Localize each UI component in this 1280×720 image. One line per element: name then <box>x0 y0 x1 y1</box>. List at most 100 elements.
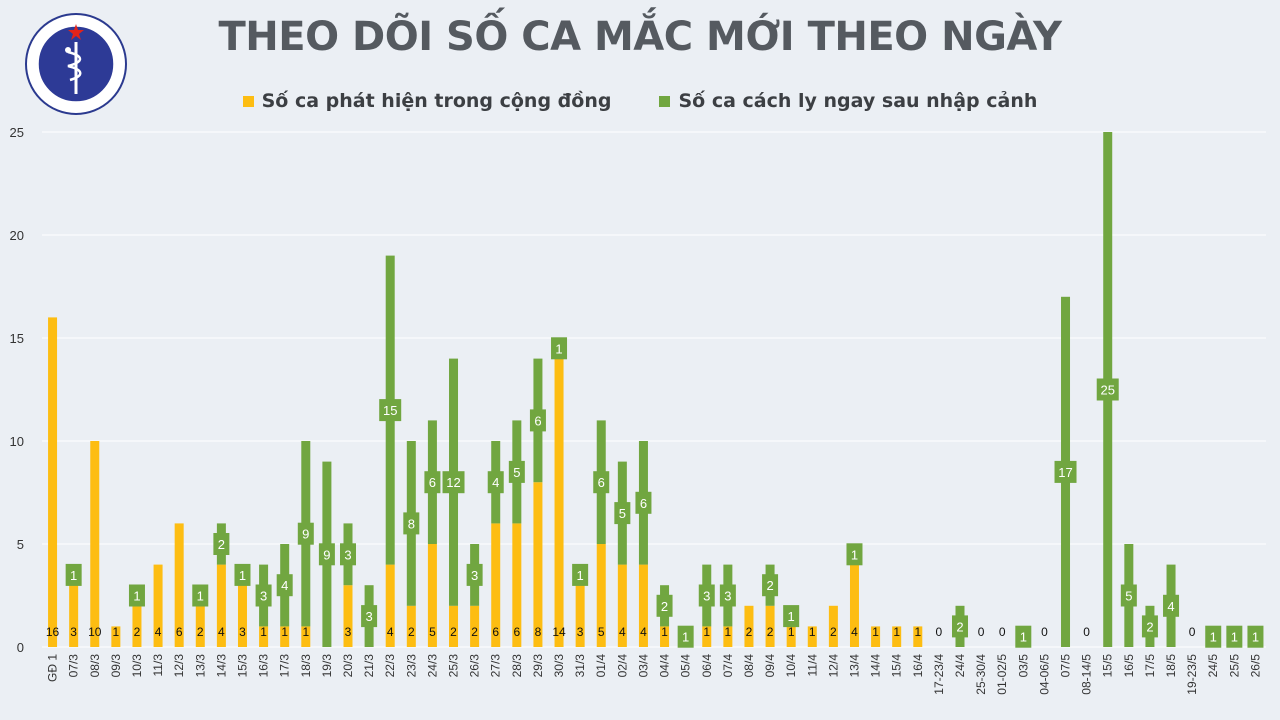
data-label-box-imported <box>403 512 420 535</box>
data-label-imported: 8 <box>408 516 415 531</box>
x-tick-label: 07/5 <box>1059 654 1073 678</box>
bar-community <box>69 585 79 647</box>
data-label-box-imported <box>487 471 504 494</box>
data-label-community: 3 <box>577 625 584 639</box>
bar-community <box>723 626 733 647</box>
data-label-imported: 6 <box>429 475 436 490</box>
x-tick-label: 25-30/4 <box>974 654 988 695</box>
x-tick-label: 13/4 <box>847 654 861 678</box>
data-label-community: 2 <box>134 625 141 639</box>
data-label-imported: 5 <box>1125 589 1132 604</box>
legend-item-community: Số ca phát hiện trong cộng đồng <box>242 90 612 112</box>
data-label-imported: 1 <box>555 341 562 356</box>
data-label-box-imported <box>1163 594 1180 617</box>
data-label-community: 0 <box>1189 625 1196 639</box>
data-label-box-imported <box>551 337 568 360</box>
bar-community <box>470 605 480 647</box>
x-tick-label: 10/4 <box>784 654 798 678</box>
x-tick-label: 11/4 <box>805 654 819 677</box>
data-label-imported: 2 <box>956 619 963 634</box>
bar-community <box>596 544 606 647</box>
page-title: THEO DÕI SỐ CA MẮC MỚI THEO NGÀY <box>218 14 1062 60</box>
x-tick-label: 22/3 <box>383 654 397 678</box>
data-label-imported: 3 <box>344 547 351 562</box>
x-tick-label: 04/4 <box>658 654 672 678</box>
data-label-box-imported <box>572 563 589 586</box>
data-label-box-imported <box>952 615 968 638</box>
bar-community <box>280 626 290 647</box>
data-label-box-imported <box>1120 584 1137 607</box>
x-tick-label: 08/4 <box>742 654 756 678</box>
x-tick-label: 15/5 <box>1101 654 1115 678</box>
data-label-community: 0 <box>936 625 943 639</box>
data-label-community: 1 <box>302 625 309 639</box>
data-label-imported: 5 <box>619 506 626 521</box>
x-tick-label: 09/3 <box>109 654 123 678</box>
data-label-community: 1 <box>788 625 795 639</box>
x-tick-label: 12/3 <box>172 654 186 678</box>
x-tick-label: 31/3 <box>573 654 587 678</box>
data-label-imported: 5 <box>513 465 520 480</box>
data-label-box-imported <box>379 399 402 422</box>
data-label-community: 2 <box>471 625 478 639</box>
bar-community <box>111 626 121 647</box>
bar-community <box>638 564 648 647</box>
x-tick-label: 19-23/5 <box>1185 654 1199 695</box>
data-label-community: 2 <box>450 625 457 639</box>
data-label-imported: 3 <box>724 589 731 604</box>
data-label-box-imported <box>635 491 652 514</box>
x-tick-label: 23/3 <box>404 654 418 678</box>
data-label-community: 6 <box>492 625 499 639</box>
bar-community <box>491 523 501 647</box>
data-label-imported: 2 <box>1146 619 1153 634</box>
data-label-community: 1 <box>725 625 732 639</box>
bar-community <box>828 605 838 647</box>
bar-community <box>406 605 416 647</box>
data-label-community: 3 <box>70 625 77 639</box>
data-label-community: 1 <box>893 625 900 639</box>
data-label-box-imported <box>762 574 779 597</box>
x-tick-label: 18/3 <box>299 654 313 678</box>
data-label-imported: 1 <box>70 568 77 583</box>
x-tick-label: 15/4 <box>890 654 904 678</box>
data-label-box-imported <box>529 409 546 432</box>
data-label-box-imported <box>1247 625 1264 648</box>
data-label-community: 4 <box>640 625 647 639</box>
legend-label-community: Số ca phát hiện trong cộng đồng <box>261 90 612 112</box>
data-label-imported: 2 <box>661 599 668 614</box>
data-label-box-imported <box>1096 378 1119 401</box>
data-label-box-imported <box>128 584 145 607</box>
data-label-box-imported <box>1141 615 1158 638</box>
x-tick-label: 15/3 <box>235 654 249 678</box>
bar-community <box>237 585 247 647</box>
x-tick-label: 29/3 <box>531 654 545 678</box>
data-label-imported: 1 <box>1210 630 1217 645</box>
data-label-box-imported <box>276 574 293 597</box>
bar-community <box>575 585 585 647</box>
data-label-imported: 1 <box>197 589 204 604</box>
data-label-box-imported <box>846 543 863 566</box>
y-tick-label: 25 <box>10 125 24 140</box>
legend-item-imported: Số ca cách ly ngay sau nhập cảnh <box>659 90 1037 112</box>
data-label-community: 4 <box>155 625 162 639</box>
data-label-imported: 9 <box>323 547 330 562</box>
bar-community <box>807 626 817 647</box>
x-tick-label: 08-14/5 <box>1080 654 1094 695</box>
data-label-imported: 1 <box>682 630 689 645</box>
data-label-community: 10 <box>88 625 102 639</box>
x-tick-label: 24/4 <box>953 654 967 678</box>
x-tick-label: 26/5 <box>1248 654 1262 678</box>
legend-swatch-community <box>242 95 254 107</box>
x-tick-label: 21/3 <box>362 654 376 678</box>
x-tick-label: 01/4 <box>594 654 608 678</box>
bar-community <box>301 626 311 647</box>
bar-community <box>554 358 564 647</box>
bar-community <box>385 564 395 647</box>
data-label-box-imported <box>318 543 335 566</box>
bar-community <box>343 585 353 647</box>
bar-community <box>786 626 796 647</box>
data-label-community: 0 <box>1083 625 1090 639</box>
x-tick-label: 25/5 <box>1227 654 1241 678</box>
x-tick-label: 17/3 <box>278 654 292 678</box>
